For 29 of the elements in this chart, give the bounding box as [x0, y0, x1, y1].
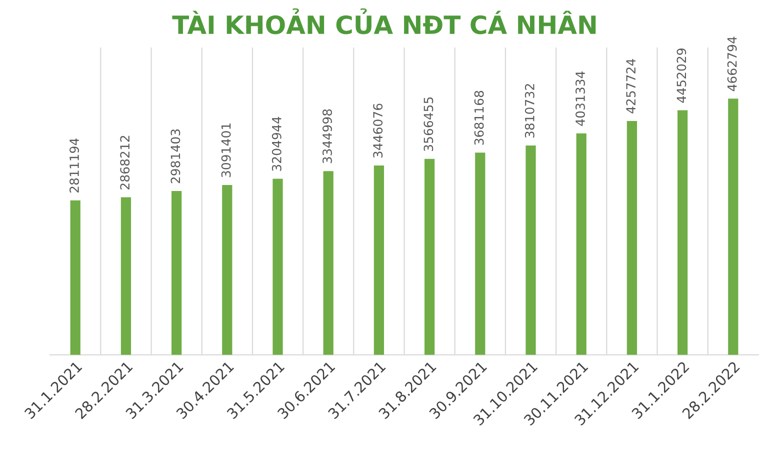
bar [526, 145, 536, 355]
bar [222, 185, 232, 355]
data-label: 3810732 [524, 84, 534, 138]
bar [70, 200, 80, 355]
data-label: 4031334 [576, 71, 585, 126]
data-label: 2811194 [70, 138, 79, 193]
bar [120, 197, 132, 355]
data-label: 3344998 [322, 109, 332, 164]
data-label: 3446076 [373, 104, 383, 158]
bar [323, 171, 334, 355]
data-label: 4662794 [727, 36, 737, 92]
data-label: 4257724 [626, 59, 636, 114]
data-label: 3681168 [474, 90, 484, 145]
bar [171, 191, 182, 355]
data-label: 4452029 [676, 48, 686, 103]
data-label: 3204944 [272, 116, 282, 171]
bar [424, 158, 435, 355]
bar [677, 110, 688, 355]
bar [626, 120, 638, 355]
data-label: 3566455 [424, 97, 434, 152]
data-label: 3091401 [221, 124, 231, 178]
data-label: 2981403 [170, 129, 180, 184]
bar [374, 166, 384, 355]
bar [728, 98, 738, 355]
chart-title: TÀI KHOẢN CỦA NĐT CÁ NHÂN [172, 8, 596, 34]
bar [576, 133, 586, 355]
data-label: 2868212 [120, 136, 130, 190]
bar [272, 178, 283, 355]
bar [475, 152, 486, 355]
